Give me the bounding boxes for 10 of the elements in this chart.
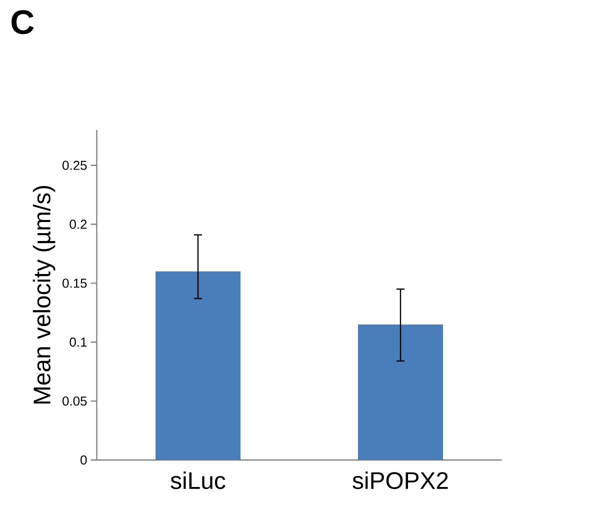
x-tick-label: siPOPX2 xyxy=(352,472,448,490)
y-tick-label: 0.05 xyxy=(62,396,87,406)
y-tick-label: 0.25 xyxy=(62,160,87,170)
y-axis-title: Mean velocity (µm/s) xyxy=(32,186,56,404)
y-tick-label: 0.15 xyxy=(62,278,87,288)
x-tick-label: siLuc xyxy=(170,472,226,490)
y-tick-label: 0 xyxy=(80,455,87,465)
chart-title: C xyxy=(12,10,34,34)
y-tick-label: 0.1 xyxy=(70,338,87,347)
y-tick-label: 0.2 xyxy=(70,220,87,229)
